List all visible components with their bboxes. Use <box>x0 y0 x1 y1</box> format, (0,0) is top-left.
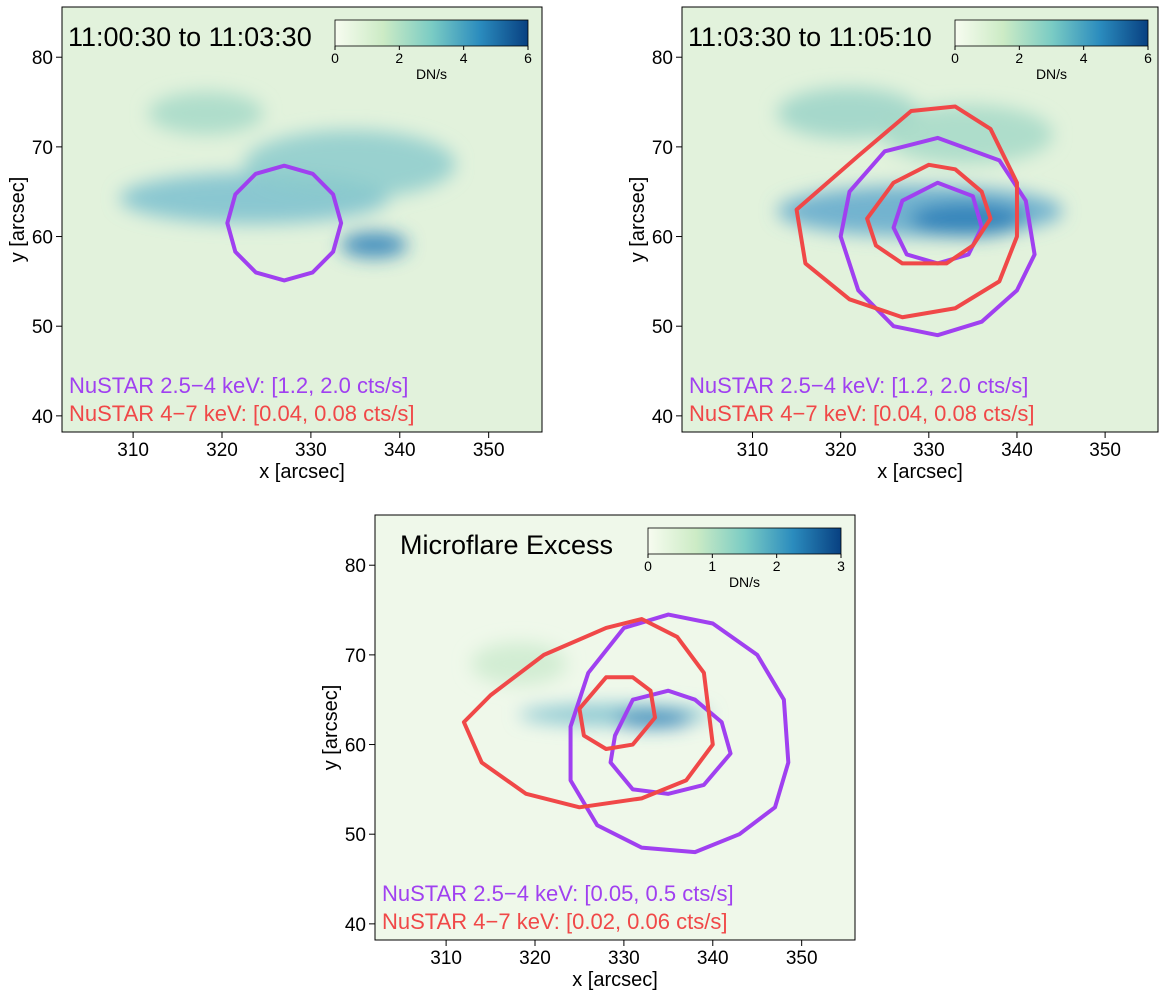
panel-title: 11:03:30 to 11:05:10 <box>688 22 932 52</box>
y-tick-label: 50 <box>32 317 53 338</box>
contour-legend-text: NuSTAR 2.5−4 keV: [0.05, 0.5 cts/s] <box>382 881 734 906</box>
contour <box>838 135 1037 338</box>
colorbar-tick-label: 4 <box>460 50 468 66</box>
contour <box>225 163 344 283</box>
x-tick-label: 320 <box>519 948 551 969</box>
axes-frame <box>681 6 1159 433</box>
y-tick-label: 50 <box>652 317 673 338</box>
image-blob <box>910 202 1025 237</box>
colorbar <box>334 19 529 47</box>
image-blob <box>471 642 567 685</box>
colorbar-tick-label: 4 <box>1080 50 1088 66</box>
y-tick-label: 70 <box>652 138 673 159</box>
image-structure <box>119 92 456 258</box>
image-blob <box>244 130 456 199</box>
x-tick-label: 350 <box>1089 440 1121 461</box>
colorbar-label: DN/s <box>729 574 760 590</box>
x-tick-label: 310 <box>117 440 149 461</box>
contour-legend-text: NuSTAR 4−7 keV: [0.02, 0.06 cts/s] <box>382 909 727 934</box>
colorbar-label: DN/s <box>1036 66 1067 82</box>
colorbar-tick-label: 6 <box>524 50 532 66</box>
x-tick-label: 310 <box>737 440 769 461</box>
colorbar-tick-label: 0 <box>951 50 959 66</box>
axes-frame <box>374 514 856 941</box>
contour <box>608 688 733 796</box>
axes-frame <box>61 6 543 433</box>
image-blob <box>777 87 920 139</box>
x-tick-label: 340 <box>697 948 729 969</box>
image-blob <box>340 232 408 258</box>
y-axis-label: y [arcsec] <box>627 177 649 263</box>
y-tick-label: 50 <box>345 825 366 846</box>
contour <box>461 617 715 810</box>
x-axis-label: x [arcsec] <box>259 461 345 483</box>
y-axis-label: y [arcsec] <box>320 685 342 771</box>
x-tick-label: 350 <box>786 948 818 969</box>
image-background <box>375 515 855 940</box>
colorbar-tick-label: 0 <box>331 50 339 66</box>
image-blob <box>881 104 1054 165</box>
y-tick-label: 70 <box>32 138 53 159</box>
heatmap-image <box>682 7 1158 432</box>
colorbar <box>954 19 1149 47</box>
contour <box>865 162 993 266</box>
x-tick-label: 320 <box>206 440 238 461</box>
y-tick-label: 80 <box>652 48 673 69</box>
contour-legend-text: NuSTAR 4−7 keV: [0.04, 0.08 cts/s] <box>69 401 414 426</box>
colorbar-tick-label: 2 <box>395 50 403 66</box>
heatmap-image <box>375 515 855 940</box>
x-tick-label: 310 <box>430 948 462 969</box>
x-tick-label: 330 <box>913 440 945 461</box>
contour <box>568 612 791 855</box>
contour <box>794 104 1019 320</box>
y-tick-label: 80 <box>345 556 366 577</box>
colorbar-tick-label: 3 <box>837 558 845 574</box>
colorbar-tick-label: 0 <box>644 558 652 574</box>
x-tick-label: 330 <box>608 948 640 969</box>
colorbar-tick-label: 6 <box>1144 50 1152 66</box>
y-tick-label: 60 <box>32 228 53 249</box>
y-tick-label: 70 <box>345 646 366 667</box>
y-tick-label: 80 <box>32 48 53 69</box>
image-blob <box>148 92 264 135</box>
y-tick-label: 40 <box>32 407 53 428</box>
y-tick-label: 60 <box>345 736 366 757</box>
y-tick-label: 40 <box>652 407 673 428</box>
panel-title: Microflare Excess <box>400 530 613 560</box>
colorbar-tick-label: 1 <box>708 558 716 574</box>
colorbar <box>647 527 842 555</box>
x-tick-label: 330 <box>295 440 327 461</box>
colorbar-label: DN/s <box>416 66 447 82</box>
contour <box>577 675 657 752</box>
panel-title: 11:00:30 to 11:03:30 <box>68 22 312 52</box>
contour-legend-text: NuSTAR 2.5−4 keV: [1.2, 2.0 cts/s] <box>689 373 1028 398</box>
y-tick-label: 60 <box>652 228 673 249</box>
y-tick-label: 40 <box>345 915 366 936</box>
x-tick-label: 340 <box>384 440 416 461</box>
x-tick-label: 340 <box>1001 440 1033 461</box>
heatmap-image <box>62 7 542 432</box>
colorbar-tick-label: 2 <box>1015 50 1023 66</box>
x-axis-label: x [arcsec] <box>572 969 658 990</box>
colorbar-tick-label: 2 <box>773 558 781 574</box>
contour-legend-text: NuSTAR 2.5−4 keV: [1.2, 2.0 cts/s] <box>69 373 408 398</box>
contour-legend-text: NuSTAR 4−7 keV: [0.04, 0.08 cts/s] <box>689 401 1034 426</box>
x-axis-label: x [arcsec] <box>877 461 963 483</box>
y-axis-label: y [arcsec] <box>7 177 29 263</box>
x-tick-label: 350 <box>473 440 505 461</box>
x-tick-label: 320 <box>825 440 857 461</box>
